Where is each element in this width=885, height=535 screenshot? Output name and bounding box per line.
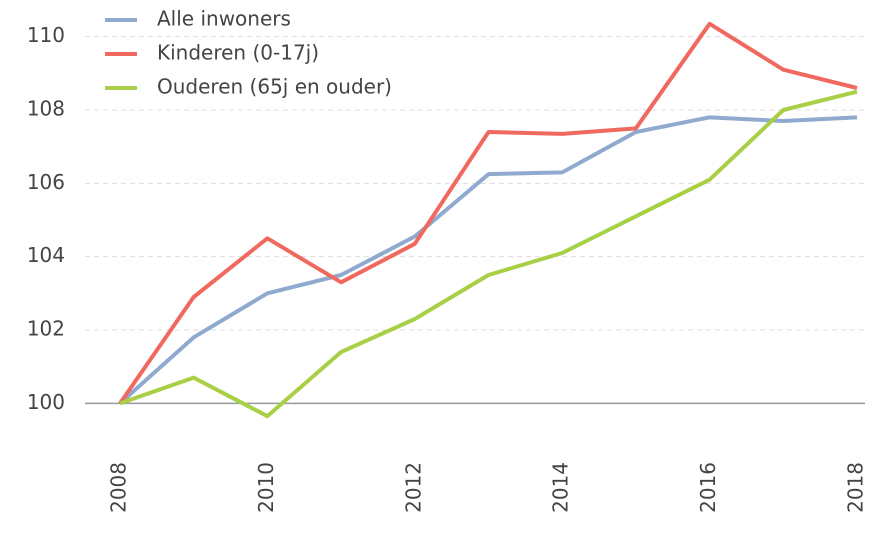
x-tick-label: 2012: [401, 462, 425, 513]
y-tick-label: 100: [27, 390, 65, 414]
series-line: [118, 115, 858, 405]
series-line: [118, 21, 858, 405]
legend-label: Ouderen (65j en ouder): [157, 75, 392, 99]
x-tick-label: 2018: [844, 462, 868, 513]
y-tick-label: 108: [27, 97, 65, 121]
y-tick-label: 110: [27, 23, 65, 47]
x-tick-label: 2008: [107, 462, 131, 513]
y-tick-label: 106: [27, 170, 65, 194]
x-tick-label: 2014: [549, 462, 573, 513]
legend-label: Alle inwoners: [157, 7, 291, 31]
y-tick-label: 102: [27, 317, 65, 341]
y-tick-label: 104: [27, 243, 65, 267]
legend-label: Kinderen (0-17j): [157, 41, 319, 65]
x-tick-label: 2010: [254, 462, 278, 513]
series-line: [119, 89, 858, 419]
x-tick-label: 2016: [696, 462, 720, 513]
